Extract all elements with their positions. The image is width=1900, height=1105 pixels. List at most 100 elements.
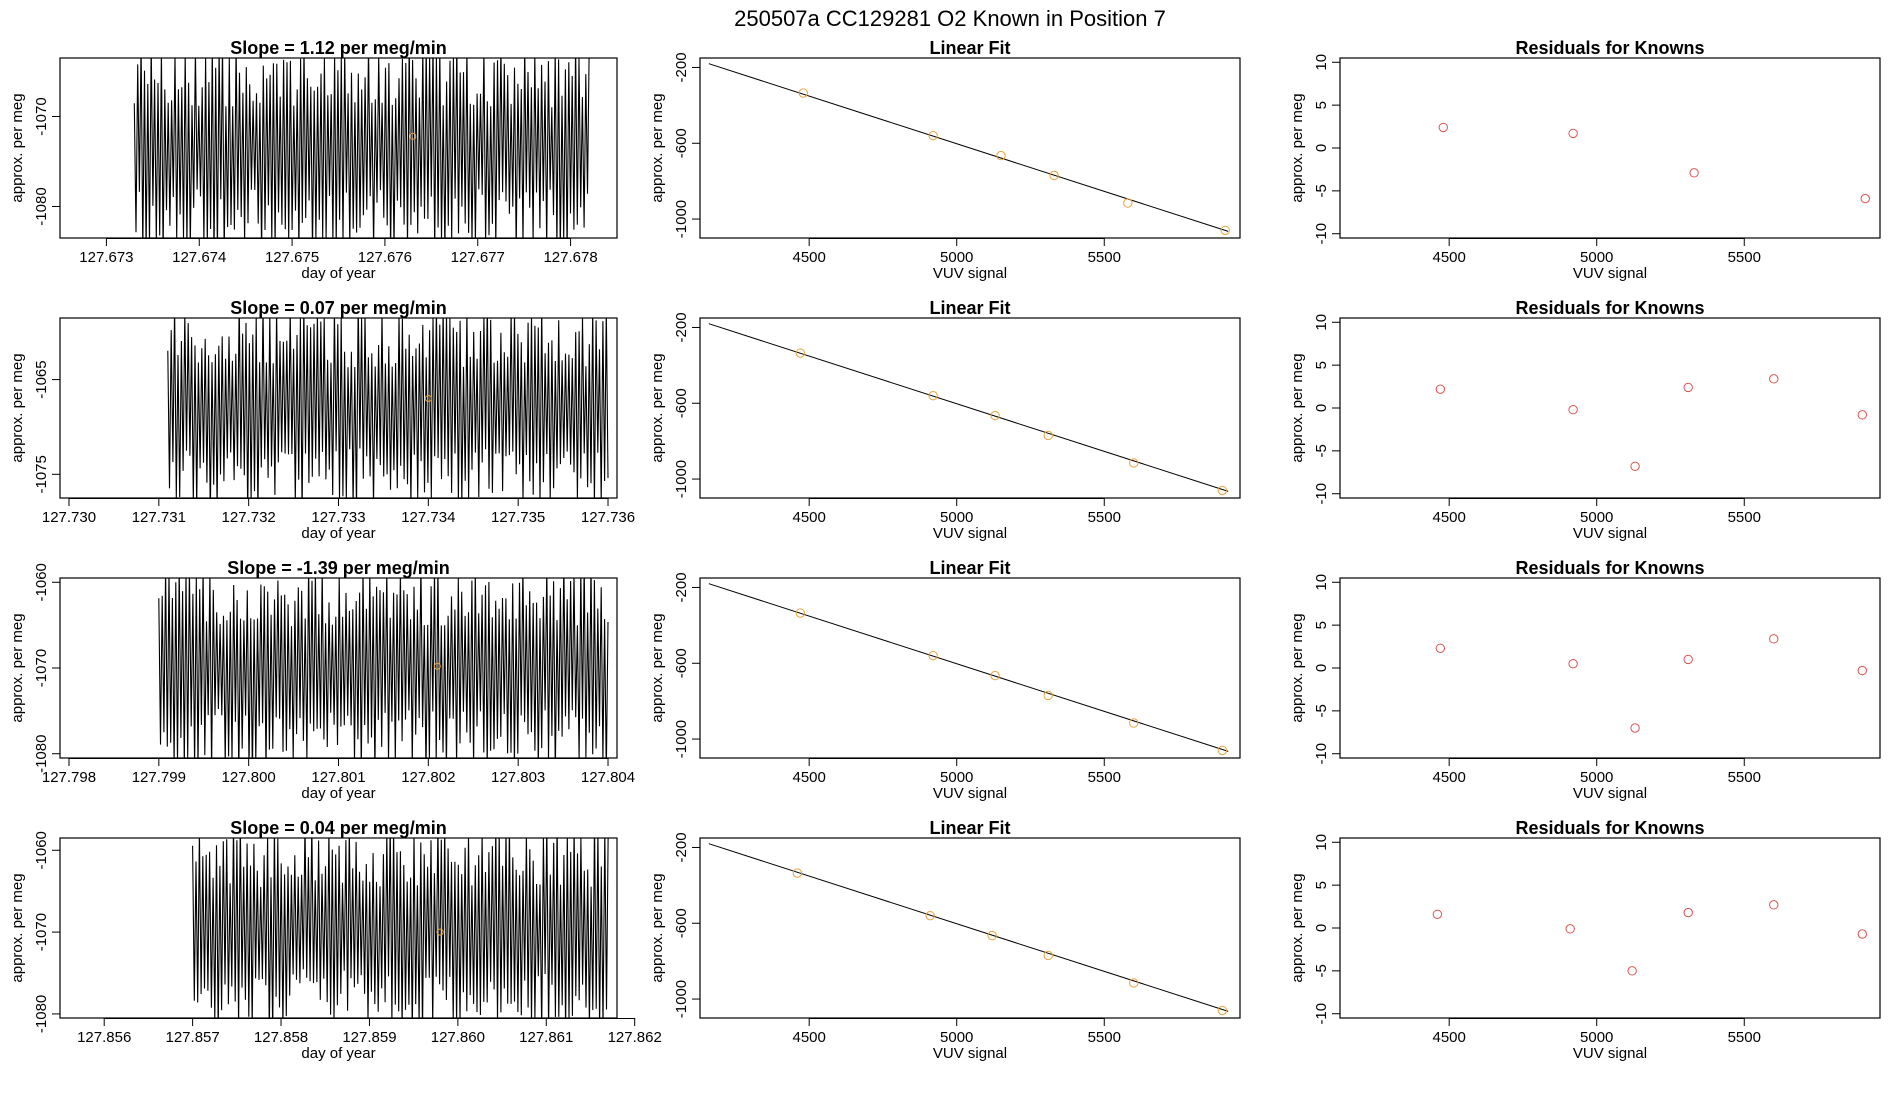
chart-panel-7: Slope = -1.39 per meg/min 127.798 127.799 1…	[9, 558, 635, 802]
plot-frame	[1339, 317, 1881, 499]
data-point	[1220, 225, 1230, 236]
y-tick-label: 10	[1313, 314, 1330, 331]
y-axis-label: approx. per meg	[649, 873, 666, 982]
mean-marker	[424, 395, 432, 403]
chart-panel-2: Linear Fit 4500 5000 5500 -200 -600 -1000 VUV s…	[649, 38, 1241, 282]
y-tick-label: -1000	[673, 720, 690, 758]
y-tick-label: -600	[673, 908, 690, 938]
y-axis-label: approx. per meg	[649, 353, 666, 462]
y-tick-label: -1070	[33, 97, 50, 135]
x-tick-label: 127.736	[581, 509, 635, 526]
plot-data	[133, 58, 590, 238]
data-point	[1689, 168, 1699, 178]
y-tick-label: 5	[1313, 621, 1330, 629]
x-tick-label: 127.856	[77, 1029, 131, 1046]
x-axis-label: day of year	[301, 1045, 375, 1062]
panel-title: Residuals for Knowns	[1515, 818, 1704, 838]
plot-frame	[1339, 57, 1881, 239]
x-axis-label: VUV signal	[933, 1045, 1007, 1062]
y-tick-label: 10	[1313, 834, 1330, 851]
data-point	[1683, 382, 1693, 393]
data-point	[1123, 198, 1133, 208]
x-tick-label: 127.859	[342, 1029, 396, 1046]
y-tick-label: -10	[1313, 1003, 1330, 1025]
x-axis-label: day of year	[301, 525, 375, 542]
data-point	[1217, 1005, 1227, 1016]
data-point	[928, 390, 938, 401]
x-tick-label: 5500	[1728, 1029, 1761, 1046]
data-point	[798, 88, 808, 98]
data-point	[1043, 690, 1053, 701]
mean-marker	[433, 662, 441, 670]
data-point	[1217, 745, 1227, 756]
data-point	[1129, 978, 1139, 988]
y-tick-label: -1070	[33, 913, 50, 951]
chart-panel-10: Slope = 0.04 per meg/min 127.856 127.857 12…	[9, 818, 662, 1062]
plot-data	[708, 63, 1230, 236]
x-tick-label: 127.858	[254, 1029, 308, 1046]
panel-title: Slope = 0.07 per meg/min	[230, 298, 447, 318]
x-axis-label: VUV signal	[933, 265, 1007, 282]
data-point	[1769, 634, 1779, 644]
y-tick-label: -200	[673, 572, 690, 602]
plot-data	[1432, 900, 1867, 976]
y-tick-label: -1070	[33, 649, 50, 687]
x-tick-label: 127.799	[132, 769, 186, 786]
x-tick-label: 5500	[1728, 249, 1761, 266]
data-point	[996, 150, 1006, 161]
signal-trace	[192, 838, 609, 1018]
data-point	[1129, 458, 1139, 468]
x-tick-label: 127.802	[401, 769, 455, 786]
x-tick-label: 5000	[940, 509, 973, 526]
data-point	[1438, 122, 1448, 133]
data-point	[1683, 907, 1693, 918]
data-point	[1217, 485, 1227, 496]
y-tick-label: -600	[673, 128, 690, 158]
y-tick-label: 0	[1313, 924, 1330, 932]
y-tick-label: 5	[1313, 881, 1330, 889]
y-tick-label: -1060	[33, 563, 50, 601]
data-point	[1565, 924, 1575, 934]
data-point	[1043, 950, 1053, 961]
plot-data	[158, 578, 609, 758]
x-tick-label: 127.857	[166, 1029, 220, 1046]
x-tick-label: 127.733	[311, 509, 365, 526]
x-tick-label: 127.730	[42, 509, 96, 526]
y-tick-label: -1000	[673, 200, 690, 238]
y-tick-label: -600	[673, 648, 690, 678]
chart-panel-3: Residuals for Knowns 4500 5000 5500 10 5 0 -5 -1…	[1289, 38, 1881, 282]
y-tick-label: -5	[1313, 444, 1330, 457]
y-tick-label: -1000	[673, 460, 690, 498]
y-tick-label: 10	[1313, 574, 1330, 591]
data-point	[1857, 665, 1867, 676]
x-tick-label: 5000	[1580, 1029, 1613, 1046]
x-tick-label: 5000	[1580, 249, 1613, 266]
y-tick-label: -1000	[673, 980, 690, 1018]
x-axis-label: VUV signal	[933, 525, 1007, 542]
data-point	[1129, 718, 1139, 728]
y-axis-label: approx. per meg	[1289, 93, 1306, 202]
panel-title: Linear Fit	[929, 38, 1010, 58]
x-axis-label: VUV signal	[1573, 1045, 1647, 1062]
x-tick-label: 5500	[1088, 769, 1121, 786]
panel-title: Linear Fit	[929, 558, 1010, 578]
y-axis-label: approx. per meg	[1289, 613, 1306, 722]
fit-line	[708, 583, 1229, 752]
data-point	[1857, 410, 1867, 420]
data-point	[990, 670, 1000, 681]
y-tick-label: -1080	[33, 187, 50, 225]
x-tick-label: 5000	[1580, 509, 1613, 526]
chart-panel-12: Residuals for Knowns 4500 5000 5500 10 5 0 -5 -1…	[1289, 818, 1881, 1062]
x-tick-label: 5000	[1580, 769, 1613, 786]
x-axis-label: day of year	[301, 785, 375, 802]
data-point	[990, 410, 1000, 421]
data-point	[1683, 654, 1693, 665]
plot-data	[167, 318, 609, 498]
y-tick-label: -5	[1313, 184, 1330, 197]
x-axis-label: day of year	[301, 265, 375, 282]
data-point	[1049, 170, 1059, 181]
x-tick-label: 127.731	[132, 509, 186, 526]
data-point	[1860, 193, 1870, 204]
data-point	[1857, 929, 1867, 939]
